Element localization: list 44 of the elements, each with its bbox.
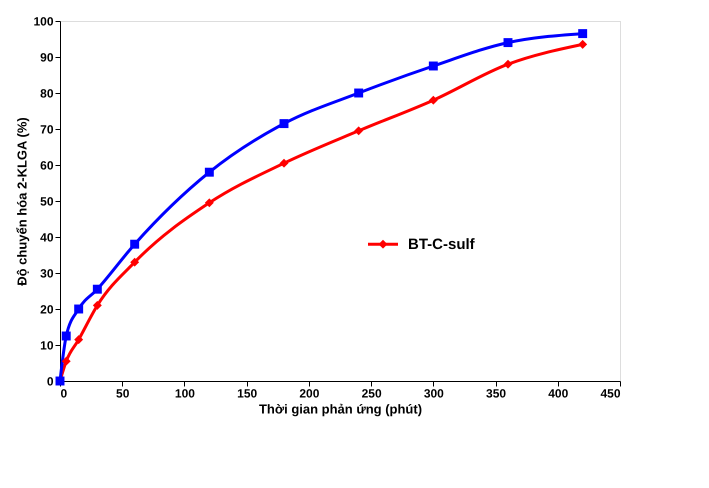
point [354,88,364,98]
point [130,258,140,267]
point [204,168,214,177]
point [62,356,71,366]
x-tick-label: 350 [486,386,506,400]
point [428,62,438,70]
x-tick-label: 50 [116,386,130,400]
y-tick-label: 80 [40,86,54,100]
x-tick-label: 300 [424,386,444,400]
point [428,96,438,105]
y-tick-label: 30 [40,266,54,280]
x-tick-label: 0 [60,386,68,400]
point [354,126,364,136]
y-tick-label: 50 [40,194,54,208]
point [504,60,512,69]
point [62,332,71,340]
point [130,240,140,249]
point [504,38,512,48]
point [280,158,288,168]
x-tick-label: 200 [299,386,320,400]
x-tick-label: 250 [362,386,382,400]
y-tick-label: 0 [46,374,54,388]
point [204,198,214,208]
point [578,29,588,38]
y-axis-title: Độ chuyển hóa 2-KLGA (%) [14,117,30,286]
y-tick-label: 60 [40,158,54,172]
y-tick-label: 100 [33,14,54,28]
x-tick-label: 450 [600,386,621,400]
y-tick-label: 40 [40,230,54,244]
y-tick-label: 90 [40,50,54,64]
x-tick-label: 150 [237,386,258,400]
y-tick-label: 10 [40,338,54,352]
point [92,300,102,310]
x-tick-label: 400 [548,386,569,400]
point [92,284,102,294]
y-tick-label: 70 [40,122,54,136]
legend-label: BT-C-sulf [408,236,476,254]
point [74,304,84,314]
x-tick-label: 100 [174,386,196,400]
x-axis-title: Thời gian phản ứng (phút) [258,402,422,416]
point [280,119,288,128]
y-tick-label: 20 [40,302,54,316]
point [74,335,84,344]
point [578,40,588,49]
